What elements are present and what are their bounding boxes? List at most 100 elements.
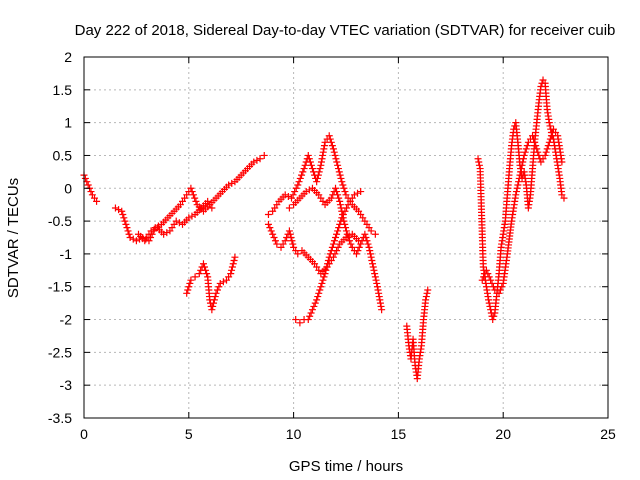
data-point	[522, 145, 530, 153]
data-point	[485, 273, 493, 281]
data-point	[191, 194, 199, 202]
data-point	[541, 151, 549, 159]
data-point	[364, 240, 372, 248]
data-point	[308, 306, 316, 314]
data-point	[329, 240, 337, 248]
data-point	[316, 165, 324, 173]
data-point	[489, 316, 497, 324]
y-tick-label: -2.5	[48, 344, 72, 360]
data-point	[485, 299, 493, 307]
data-point	[313, 296, 321, 304]
data-point	[184, 286, 192, 294]
x-tick-label: 5	[185, 426, 193, 442]
data-point	[367, 227, 375, 235]
data-point	[335, 224, 343, 232]
series-arc-6	[264, 132, 379, 238]
data-point	[286, 230, 294, 238]
data-point	[306, 158, 314, 166]
data-point	[339, 181, 347, 189]
data-point	[337, 217, 345, 225]
data-point	[333, 158, 341, 166]
data-point	[326, 135, 334, 143]
data-point	[327, 247, 335, 255]
data-point	[315, 289, 323, 297]
x-tick-label: 15	[391, 426, 407, 442]
data-point	[325, 253, 333, 261]
data-point	[307, 161, 315, 169]
data-point	[371, 230, 379, 238]
data-point	[215, 283, 223, 291]
data-point	[313, 178, 321, 186]
data-point	[253, 156, 261, 164]
data-point	[515, 178, 523, 186]
data-point	[341, 188, 349, 196]
data-point	[369, 263, 377, 271]
data-point	[308, 165, 316, 173]
data-point	[316, 286, 324, 294]
data-point	[189, 191, 197, 199]
data-point	[531, 138, 539, 146]
data-point	[115, 206, 123, 214]
data-point	[81, 174, 89, 182]
data-point	[545, 119, 553, 127]
data-point	[327, 194, 335, 202]
data-point	[299, 168, 307, 176]
data-point	[183, 289, 191, 297]
data-point	[350, 191, 358, 199]
data-point	[172, 217, 180, 225]
data-point	[287, 234, 295, 241]
x-tick-label: 25	[600, 426, 616, 442]
data-point	[227, 270, 235, 278]
data-point	[338, 178, 346, 186]
data-point	[124, 227, 132, 235]
data-point	[281, 237, 289, 245]
data-point	[488, 279, 496, 287]
series-arc-3	[134, 197, 216, 245]
data-point	[512, 191, 520, 199]
data-point	[343, 204, 351, 212]
data-point	[319, 276, 327, 284]
data-point	[520, 151, 528, 159]
y-tick-label: 0	[64, 180, 72, 196]
series-arc-11	[478, 125, 566, 297]
data-point	[423, 289, 431, 297]
data-point	[269, 230, 277, 238]
data-point	[357, 188, 365, 196]
data-point	[424, 286, 432, 294]
data-point	[334, 165, 342, 173]
data-point	[296, 174, 304, 182]
data-point	[324, 256, 332, 264]
data-point	[517, 165, 525, 173]
data-point	[216, 279, 224, 287]
data-point	[212, 289, 220, 297]
data-point	[301, 161, 309, 169]
y-tick-label: 1	[64, 115, 72, 131]
series-arc-10	[474, 76, 568, 324]
data-point	[354, 189, 362, 197]
data-point	[84, 181, 92, 189]
data-point	[264, 211, 272, 219]
data-point	[345, 237, 353, 245]
data-point	[317, 283, 325, 291]
data-point	[335, 168, 343, 176]
y-tick-label: -2	[60, 312, 73, 328]
data-point	[285, 204, 293, 212]
data-point	[300, 165, 308, 173]
data-point	[188, 212, 196, 220]
data-point	[188, 188, 196, 196]
data-point	[228, 266, 236, 274]
data-point	[542, 148, 550, 156]
data-point	[266, 224, 274, 232]
data-point	[546, 122, 554, 130]
data-point	[191, 273, 199, 281]
data-point	[313, 174, 321, 182]
data-point	[163, 229, 171, 237]
data-point	[370, 266, 378, 274]
data-point	[326, 250, 334, 258]
data-point	[122, 220, 130, 228]
data-point	[339, 211, 347, 219]
data-point	[281, 191, 289, 199]
data-point	[498, 283, 506, 291]
data-point	[484, 270, 492, 278]
